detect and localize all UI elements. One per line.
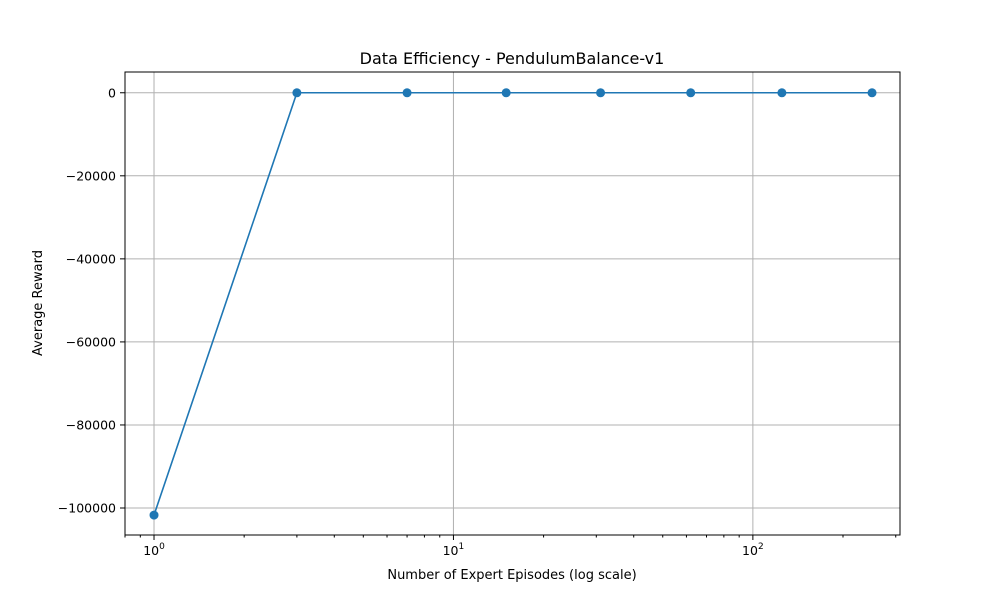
x-tick-label: 101	[443, 542, 465, 558]
data-point	[596, 88, 606, 98]
data-point	[777, 88, 787, 98]
y-tick-label: −80000	[66, 417, 116, 432]
y-tick-label: 0	[108, 85, 116, 100]
data-point	[867, 88, 877, 98]
x-axis-label: Number of Expert Episodes (log scale)	[387, 568, 636, 583]
data-point	[686, 88, 696, 98]
y-tick-label: −60000	[66, 334, 116, 349]
data-point	[292, 88, 302, 98]
y-tick-label: −40000	[66, 251, 116, 266]
x-tick-label: 100	[143, 542, 165, 558]
grid-lines	[125, 72, 900, 535]
plot-area	[149, 88, 877, 520]
y-axis-label: Average Reward	[31, 250, 46, 356]
series-line	[153, 91, 873, 516]
y-tick-label: −20000	[66, 168, 116, 183]
data-point	[402, 88, 412, 98]
chart-title: Data Efficiency - PendulumBalance-v1	[360, 49, 665, 68]
axes-frame	[124, 71, 901, 536]
x-tick-label: 102	[742, 542, 764, 558]
y-axis: 0 −20000 −40000 −60000 −80000 −100000	[58, 85, 125, 516]
y-tick-label: −100000	[58, 501, 116, 516]
data-point	[149, 510, 159, 520]
x-axis: 100 101 102	[124, 535, 897, 558]
data-point	[501, 88, 511, 98]
